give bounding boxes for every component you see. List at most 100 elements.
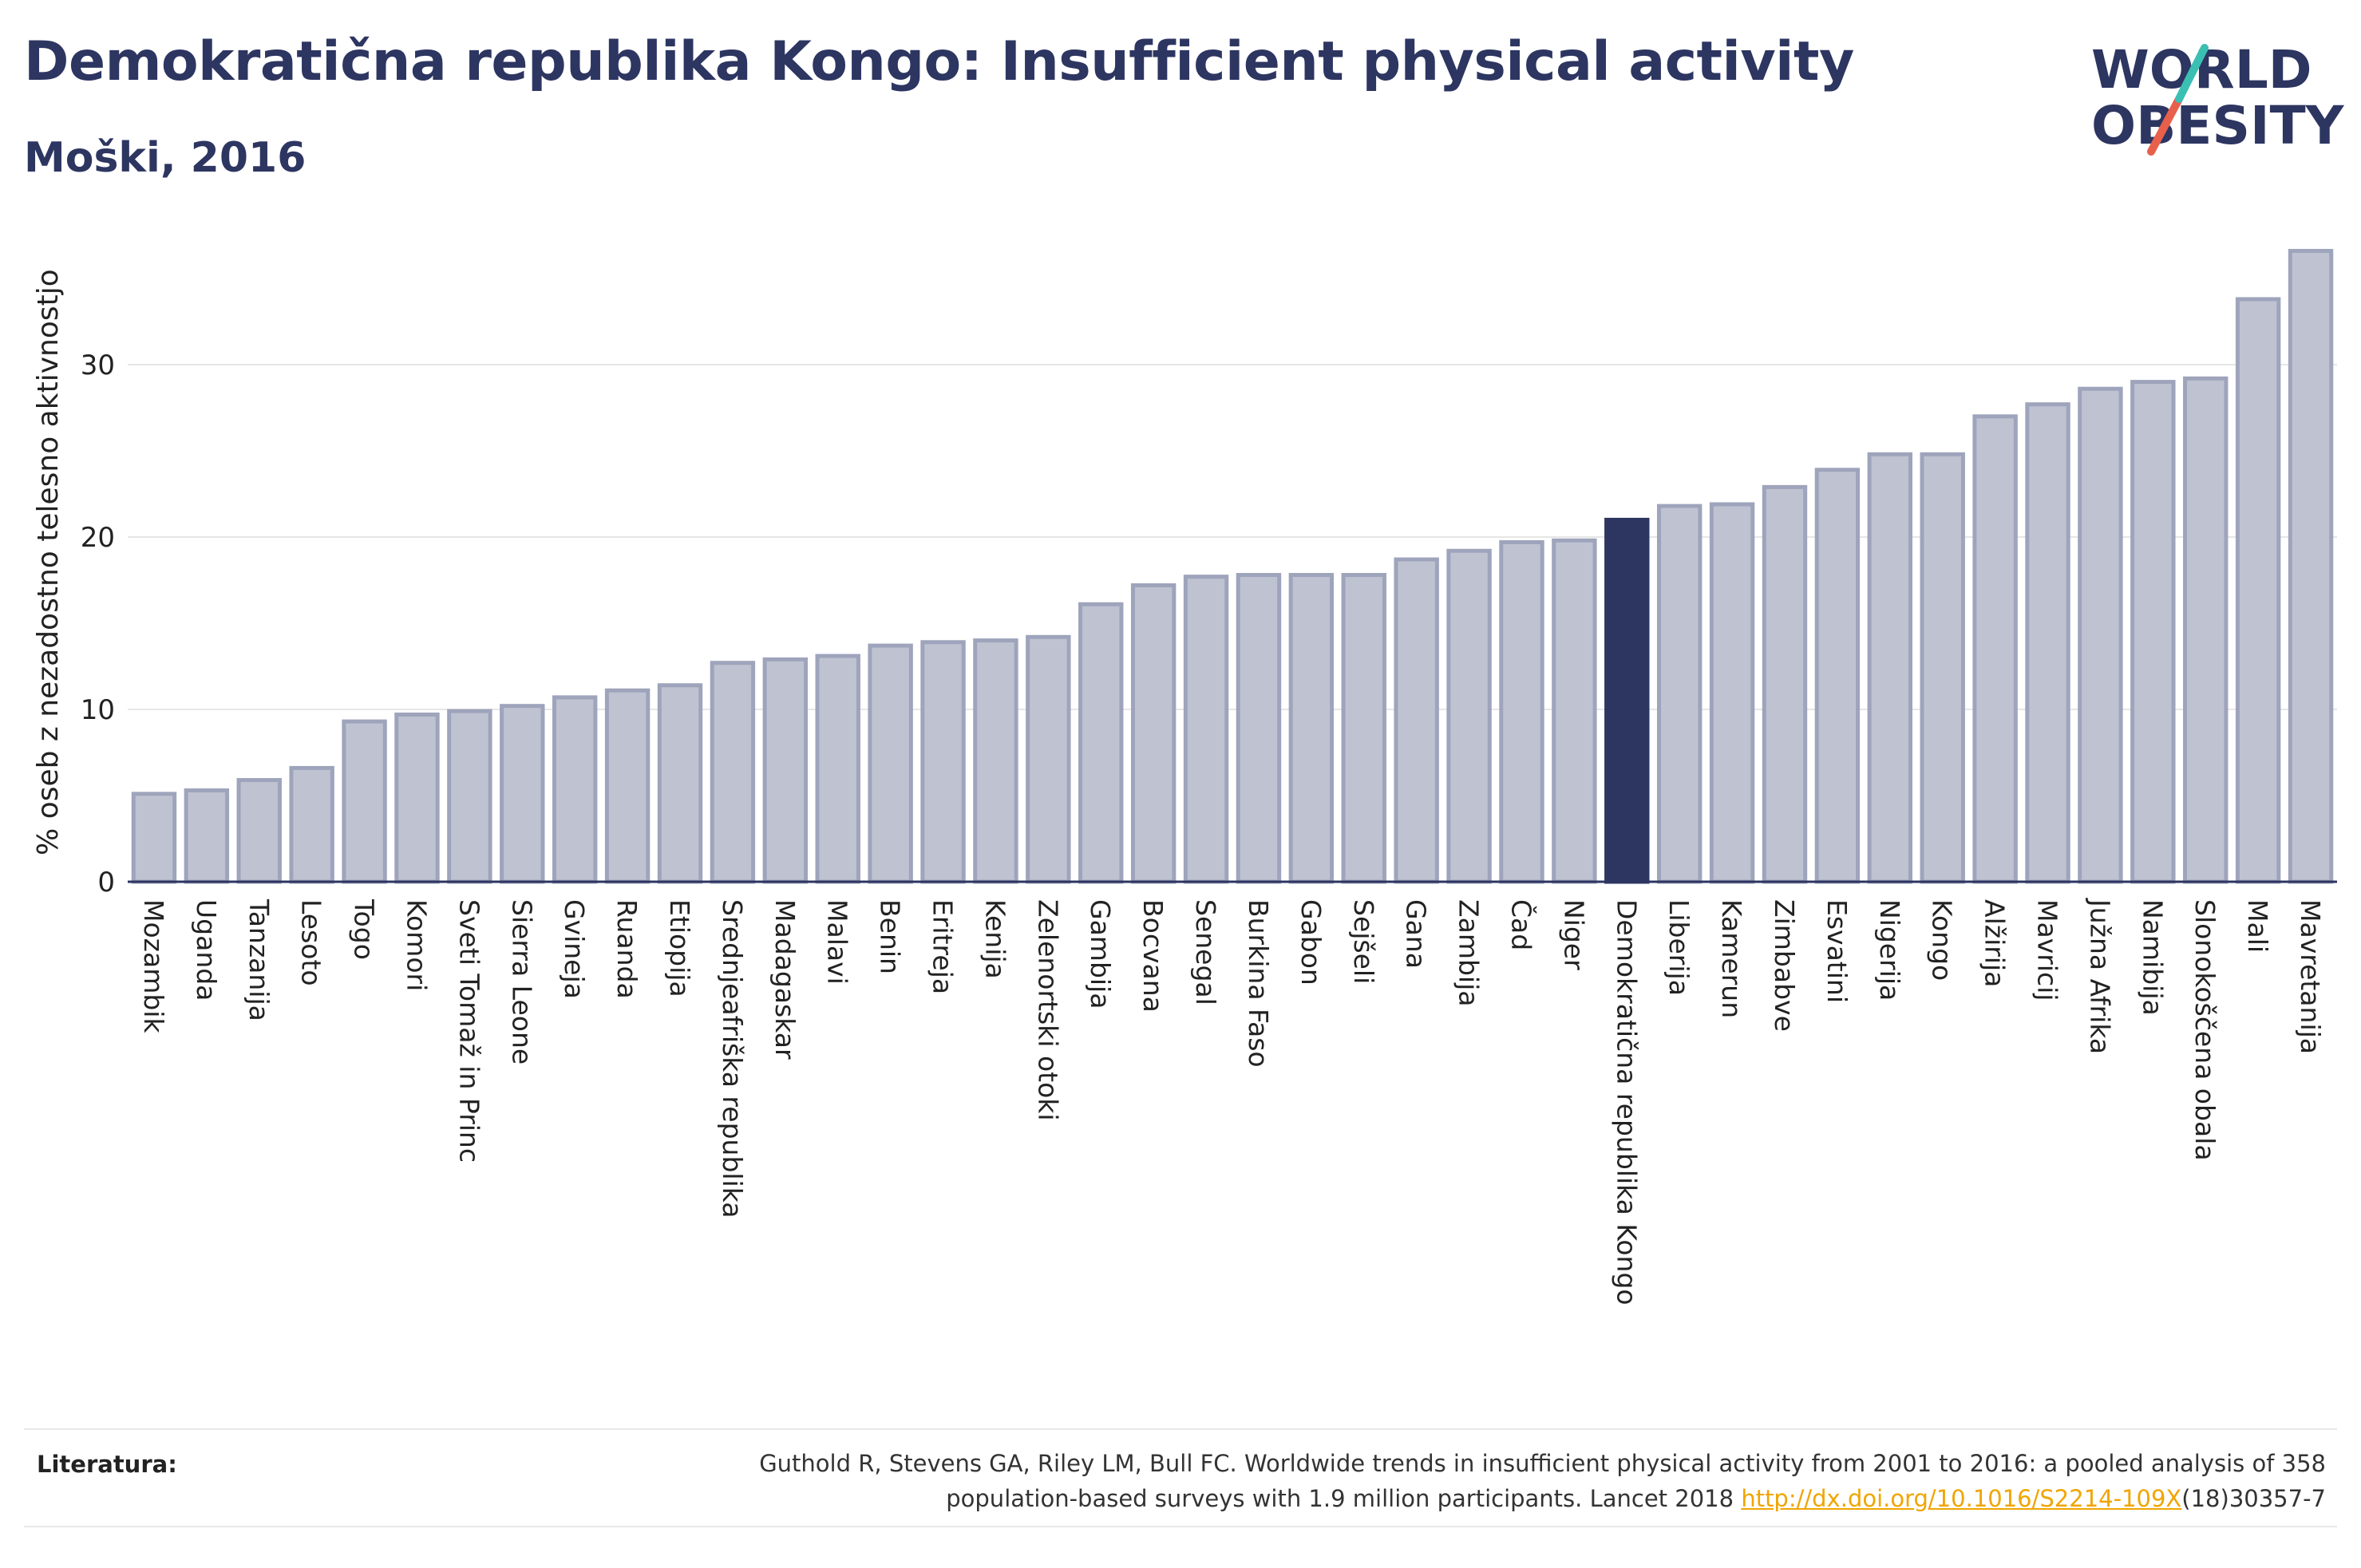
bar-highlight — [1604, 517, 1650, 884]
bar — [604, 688, 651, 884]
bar — [1130, 583, 1177, 884]
x-tick-label: Burkina Faso — [1243, 899, 1274, 1068]
logo-slash-coral — [2147, 95, 2183, 156]
x-tick-label: Uganda — [191, 899, 222, 1001]
bar — [552, 695, 598, 884]
x-tick-label: Kamerun — [1716, 899, 1747, 1018]
footer-divider-top — [24, 1428, 2337, 1430]
x-tick-label: Senegal — [1190, 899, 1221, 1005]
citation-line-2-suffix: (18)30357-7 — [2181, 1485, 2326, 1512]
bar — [1762, 484, 1808, 884]
x-tick-label: Gana — [1401, 899, 1432, 969]
bar — [657, 683, 703, 884]
bar — [1078, 602, 1124, 884]
x-tick-label: Mozambik — [138, 899, 169, 1033]
x-tick-label: Etiopija — [664, 899, 695, 997]
x-tick-label: Kongo — [1927, 899, 1958, 981]
x-tick-label: Demokratična republika Kongo — [1611, 899, 1642, 1305]
citation-line-1: Guthold R, Stevens GA, Riley LM, Bull FC… — [759, 1450, 2326, 1477]
bar — [920, 640, 966, 884]
x-tick-label: Namibija — [2137, 899, 2168, 1016]
chart-subtitle: Moški, 2016 — [24, 134, 306, 182]
literature-citation: Guthold R, Stevens GA, Riley LM, Bull FC… — [759, 1446, 2326, 1516]
bar — [1920, 452, 1965, 884]
bar — [2183, 376, 2229, 884]
x-tick-label: Južna Afrika — [2084, 898, 2115, 1054]
bar — [1394, 557, 1439, 884]
bar — [2078, 386, 2123, 884]
y-tick-label: 10 — [81, 694, 115, 726]
literature-label: Literatura: — [37, 1451, 177, 1478]
bar — [710, 661, 756, 884]
bar — [131, 792, 177, 884]
x-tick-label: Mavretanija — [2295, 899, 2326, 1054]
bar — [1972, 414, 2018, 884]
x-tick-label: Tanzanija — [243, 899, 275, 1021]
bar — [973, 638, 1018, 884]
bar — [2025, 402, 2070, 884]
bar — [1814, 468, 1861, 884]
bar — [1341, 573, 1386, 884]
bar — [2130, 380, 2176, 884]
x-tick-label: Čad — [1505, 899, 1537, 950]
x-tick-label: Sejšeli — [1348, 899, 1379, 984]
logo-slash-teal — [2175, 44, 2209, 103]
y-axis-title: % oseb z nezadostno telesno aktivnostjo — [32, 269, 65, 855]
bar — [184, 788, 230, 884]
bar — [1867, 452, 1913, 884]
world-obesity-logo: WORLD OBESITY — [2091, 39, 2345, 156]
bar — [342, 719, 387, 884]
logo-word-2: OBESITY — [2091, 95, 2345, 156]
x-tick-label: Kenija — [979, 899, 1010, 979]
x-tick-label: Gvineja — [559, 899, 590, 999]
citation-line-2: population-based surveys with 1.9 millio… — [759, 1481, 2326, 1516]
bar — [236, 778, 282, 884]
footer-divider-bottom — [24, 1526, 2337, 1527]
bar — [1709, 502, 1755, 884]
bar — [1446, 548, 1492, 884]
x-tick-label: Ruanda — [611, 899, 643, 999]
bar — [868, 643, 913, 884]
x-tick-label: Eritreja — [927, 899, 959, 994]
bar — [447, 709, 492, 884]
bar — [1183, 575, 1229, 884]
bar — [1499, 539, 1544, 884]
x-tick-label: Bocvana — [1137, 899, 1169, 1013]
bar-chart: 0 10 20 30 % oseb z nezadostno telesno aktiv… — [32, 248, 2337, 1305]
x-tick-label: Mali — [2242, 899, 2273, 953]
bar — [394, 712, 440, 884]
x-tick-label: Sveti Tomaž in Princ — [453, 899, 484, 1163]
y-tick-label: 30 — [81, 350, 115, 381]
x-tick-label: Liberija — [1663, 899, 1695, 996]
doi-link[interactable]: http://dx.doi.org/10.1016/S2214-109X — [1741, 1485, 2182, 1512]
x-tick-label: Srednjeafriška republika — [717, 899, 748, 1218]
x-tick-label: Sierra Leone — [506, 899, 537, 1064]
x-tick-label: Benin — [875, 899, 906, 974]
y-tick-label: 20 — [81, 522, 115, 554]
bar — [1552, 538, 1597, 884]
x-tick-label: Lesoto — [296, 899, 327, 986]
bar — [1236, 573, 1282, 884]
x-tick-label: Gambija — [1085, 899, 1116, 1009]
x-tick-label: Zambija — [1453, 899, 1485, 1006]
x-tick-label: Niger — [1558, 899, 1589, 970]
x-tick-label: Slonokoščena obala — [2189, 899, 2221, 1161]
chart-title: Demokratična republika Kongo: Insufficie… — [24, 30, 1854, 93]
bar — [1288, 573, 1335, 884]
y-tick-label: 0 — [97, 867, 115, 899]
bar — [2235, 297, 2281, 884]
x-tick-label: Esvatini — [1821, 899, 1853, 1003]
bar — [762, 657, 809, 884]
x-tick-label: Zimbabve — [1769, 899, 1800, 1032]
x-tick-label: Mavricij — [2032, 899, 2063, 1001]
bar — [2288, 248, 2334, 884]
x-tick-label: Gabon — [1295, 899, 1327, 985]
x-tick-label: Komori — [401, 899, 432, 991]
bar — [815, 654, 860, 884]
bar — [289, 765, 334, 884]
bar — [1026, 634, 1071, 884]
bar — [500, 704, 545, 884]
bar — [1656, 504, 1703, 884]
x-tick-label: Togo — [349, 899, 380, 960]
x-tick-label: Alžirija — [1979, 899, 2011, 987]
